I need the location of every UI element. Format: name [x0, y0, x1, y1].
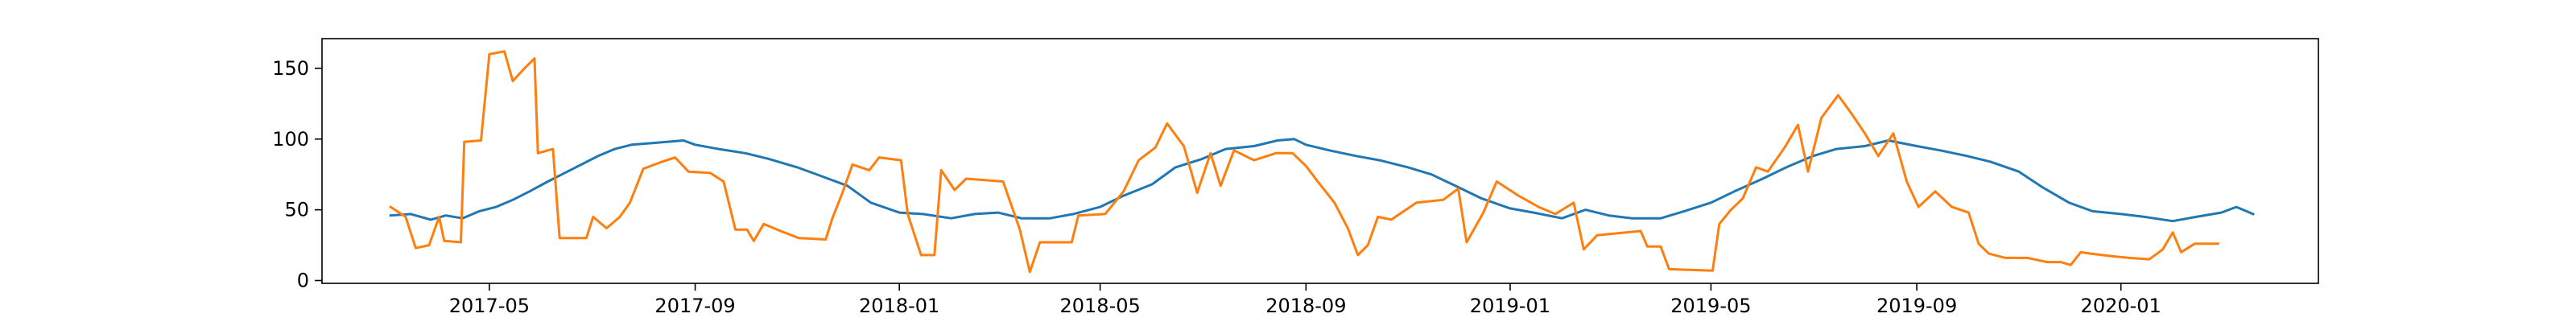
- y-tick-label: 150: [272, 57, 309, 80]
- x-tick-label: 2019-09: [1876, 295, 1957, 317]
- x-tick-label: 2018-05: [1059, 295, 1140, 317]
- x-tick-label: 2018-01: [859, 295, 939, 317]
- series-line-1: [389, 138, 2255, 223]
- x-tick-label: 2017-09: [654, 295, 735, 317]
- y-tick-label: 100: [272, 128, 309, 151]
- x-tick-label: 2019-05: [1670, 295, 1751, 317]
- x-tick-label: 2020-01: [2081, 295, 2161, 317]
- plot-frame: [321, 38, 2319, 284]
- y-tick-label: 50: [284, 199, 309, 221]
- series-line-2: [389, 50, 2219, 274]
- x-tick-label: 2017-05: [449, 295, 530, 317]
- x-tick-label: 2018-09: [1265, 295, 1346, 317]
- y-tick-label: 0: [297, 269, 309, 291]
- x-tick-label: 2019-01: [1470, 295, 1550, 317]
